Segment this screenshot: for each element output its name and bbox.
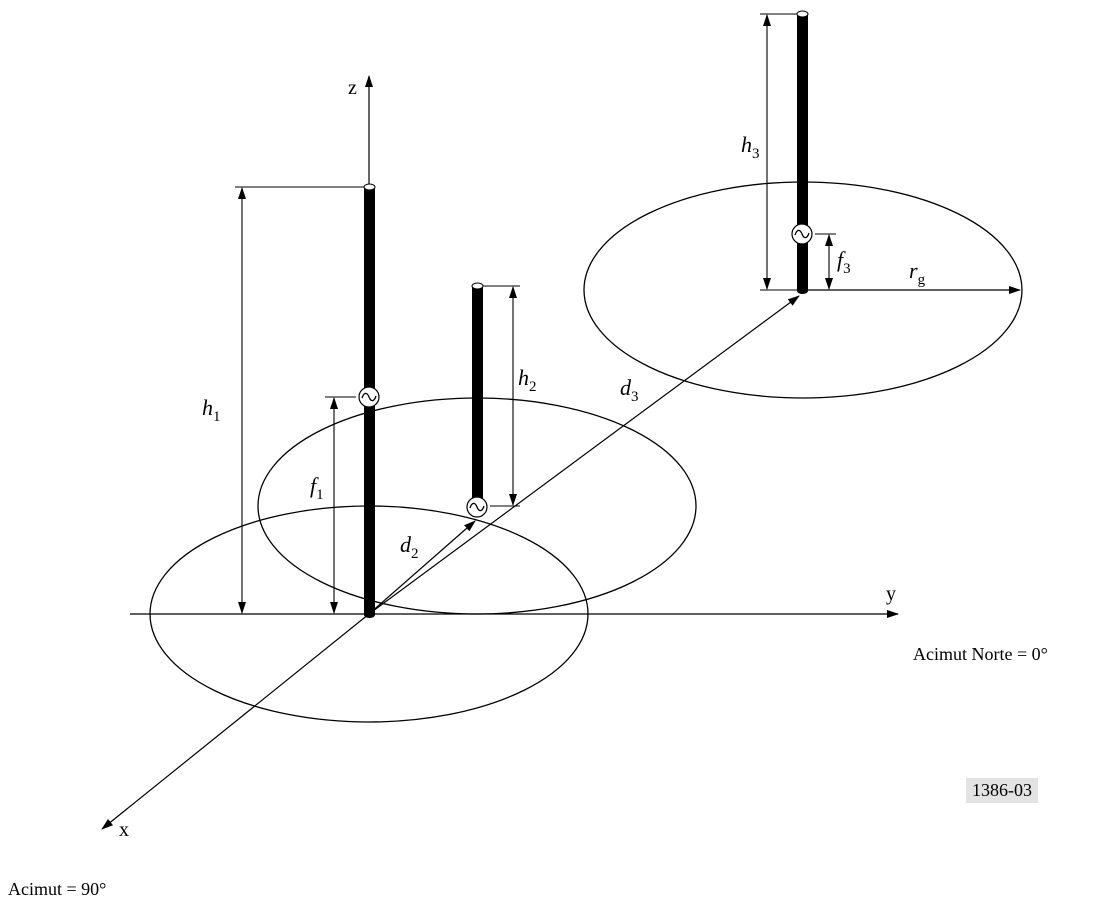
x-axis: [101, 613, 370, 830]
azimuth-north-note: Acimut Norte = 0°: [913, 644, 1048, 664]
h2-label: h2: [518, 365, 537, 395]
d2-vector: [368, 520, 476, 615]
d3-label: d3: [620, 375, 639, 405]
f1-label: f1: [310, 473, 324, 503]
source-icon-3: [791, 223, 813, 245]
d2-label: d2: [400, 532, 419, 562]
azimuth-east-note: Acimut = 90°: [8, 879, 107, 899]
f3-label: f3: [837, 247, 851, 277]
h1-label: h1: [202, 395, 221, 425]
figure-id: 1386-03: [966, 778, 1038, 803]
y-axis-label: y: [886, 583, 896, 605]
z-axis-label: z: [348, 77, 357, 99]
h3-label: h3: [741, 132, 760, 162]
x-axis-label: x: [119, 819, 129, 841]
extension-lines: [235, 13, 836, 507]
source-icon-2: [466, 496, 488, 518]
d3-vector: [368, 295, 800, 615]
monopole-antenna-2: [471, 282, 484, 506]
monopole-antenna-3: [796, 10, 809, 294]
source-icon-1: [358, 386, 380, 408]
rg-label: rg: [909, 258, 926, 288]
